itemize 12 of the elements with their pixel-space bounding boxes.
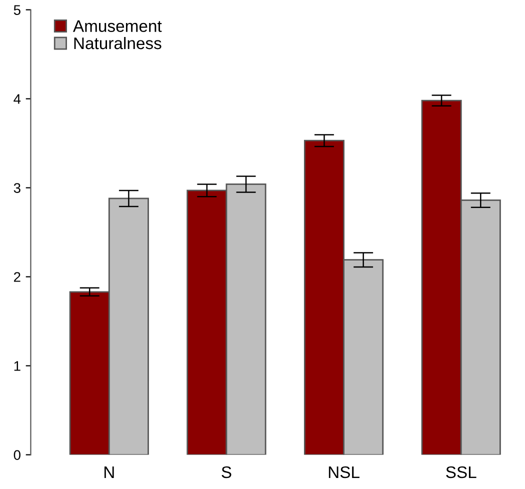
- y-tick-label: 5: [14, 5, 20, 15]
- x-tick-label: NSL: [328, 466, 360, 478]
- y-tick-label: 4: [14, 94, 21, 104]
- y-tick-label: 2: [14, 272, 20, 282]
- x-tick-label: N: [104, 466, 114, 478]
- x-tick-label: S: [222, 466, 232, 478]
- y-tick-label: 1: [14, 361, 20, 371]
- legend-label: Naturalness: [74, 36, 162, 50]
- legend-label: Amusement: [72, 20, 162, 32]
- y-tick-label: 0: [14, 450, 20, 460]
- y-tick-label: 3: [14, 183, 20, 193]
- x-tick-label: SSL: [446, 466, 476, 478]
